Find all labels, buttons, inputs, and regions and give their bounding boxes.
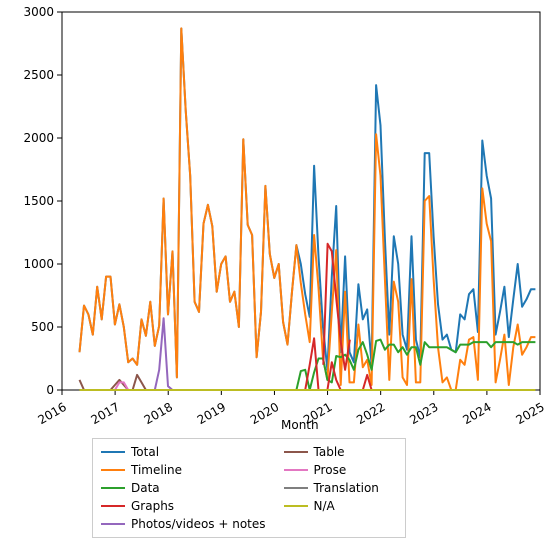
legend-swatch: [101, 487, 125, 489]
series-line: [80, 28, 536, 390]
x-tick-label: 2019: [195, 400, 228, 427]
y-tick-label: 2500: [23, 68, 54, 82]
x-axis-label: Month: [281, 418, 319, 432]
y-tick-label: 2000: [23, 131, 54, 145]
legend-item: Graphs: [101, 497, 266, 515]
legend-swatch: [284, 451, 308, 453]
legend-swatch: [101, 505, 125, 507]
x-tick-label: 2025: [513, 400, 546, 427]
legend-label: Total: [131, 445, 159, 459]
y-tick-label: 1000: [23, 257, 54, 271]
legend-swatch: [101, 469, 125, 471]
x-tick-label: 2023: [407, 400, 440, 427]
x-tick-label: 2018: [142, 400, 175, 427]
x-tick-label: 2017: [89, 400, 122, 427]
legend-swatch: [284, 469, 308, 471]
x-tick-label: 2016: [35, 400, 68, 427]
legend-item: Translation: [284, 479, 379, 497]
legend-item: Table: [284, 443, 379, 461]
legend-swatch: [101, 523, 125, 525]
legend-label: Translation: [314, 481, 379, 495]
legend-label: N/A: [314, 499, 335, 513]
y-tick-label: 0: [46, 383, 54, 397]
plot-frame: [62, 12, 540, 390]
legend: Total Timeline Data Graphs Photos/videos + n…: [92, 438, 406, 538]
y-tick-label: 3000: [23, 5, 54, 19]
x-tick-label: 2024: [460, 400, 493, 427]
legend-label: Table: [314, 445, 345, 459]
legend-label: Data: [131, 481, 160, 495]
legend-label: Photos/videos + notes: [131, 517, 266, 531]
legend-item: Data: [101, 479, 266, 497]
legend-label: Graphs: [131, 499, 174, 513]
legend-swatch: [101, 451, 125, 453]
legend-item: Timeline: [101, 461, 266, 479]
legend-item: N/A: [284, 497, 379, 515]
legend-label: Prose: [314, 463, 347, 477]
legend-item: Total: [101, 443, 266, 461]
legend-swatch: [284, 505, 308, 507]
x-tick-label: 2022: [354, 400, 387, 427]
y-tick-label: 500: [31, 320, 54, 334]
x-tick-label: 2020: [248, 400, 281, 427]
legend-swatch: [284, 487, 308, 489]
legend-item: Prose: [284, 461, 379, 479]
legend-label: Timeline: [131, 463, 182, 477]
legend-item: Photos/videos + notes: [101, 515, 266, 533]
y-tick-label: 1500: [23, 194, 54, 208]
